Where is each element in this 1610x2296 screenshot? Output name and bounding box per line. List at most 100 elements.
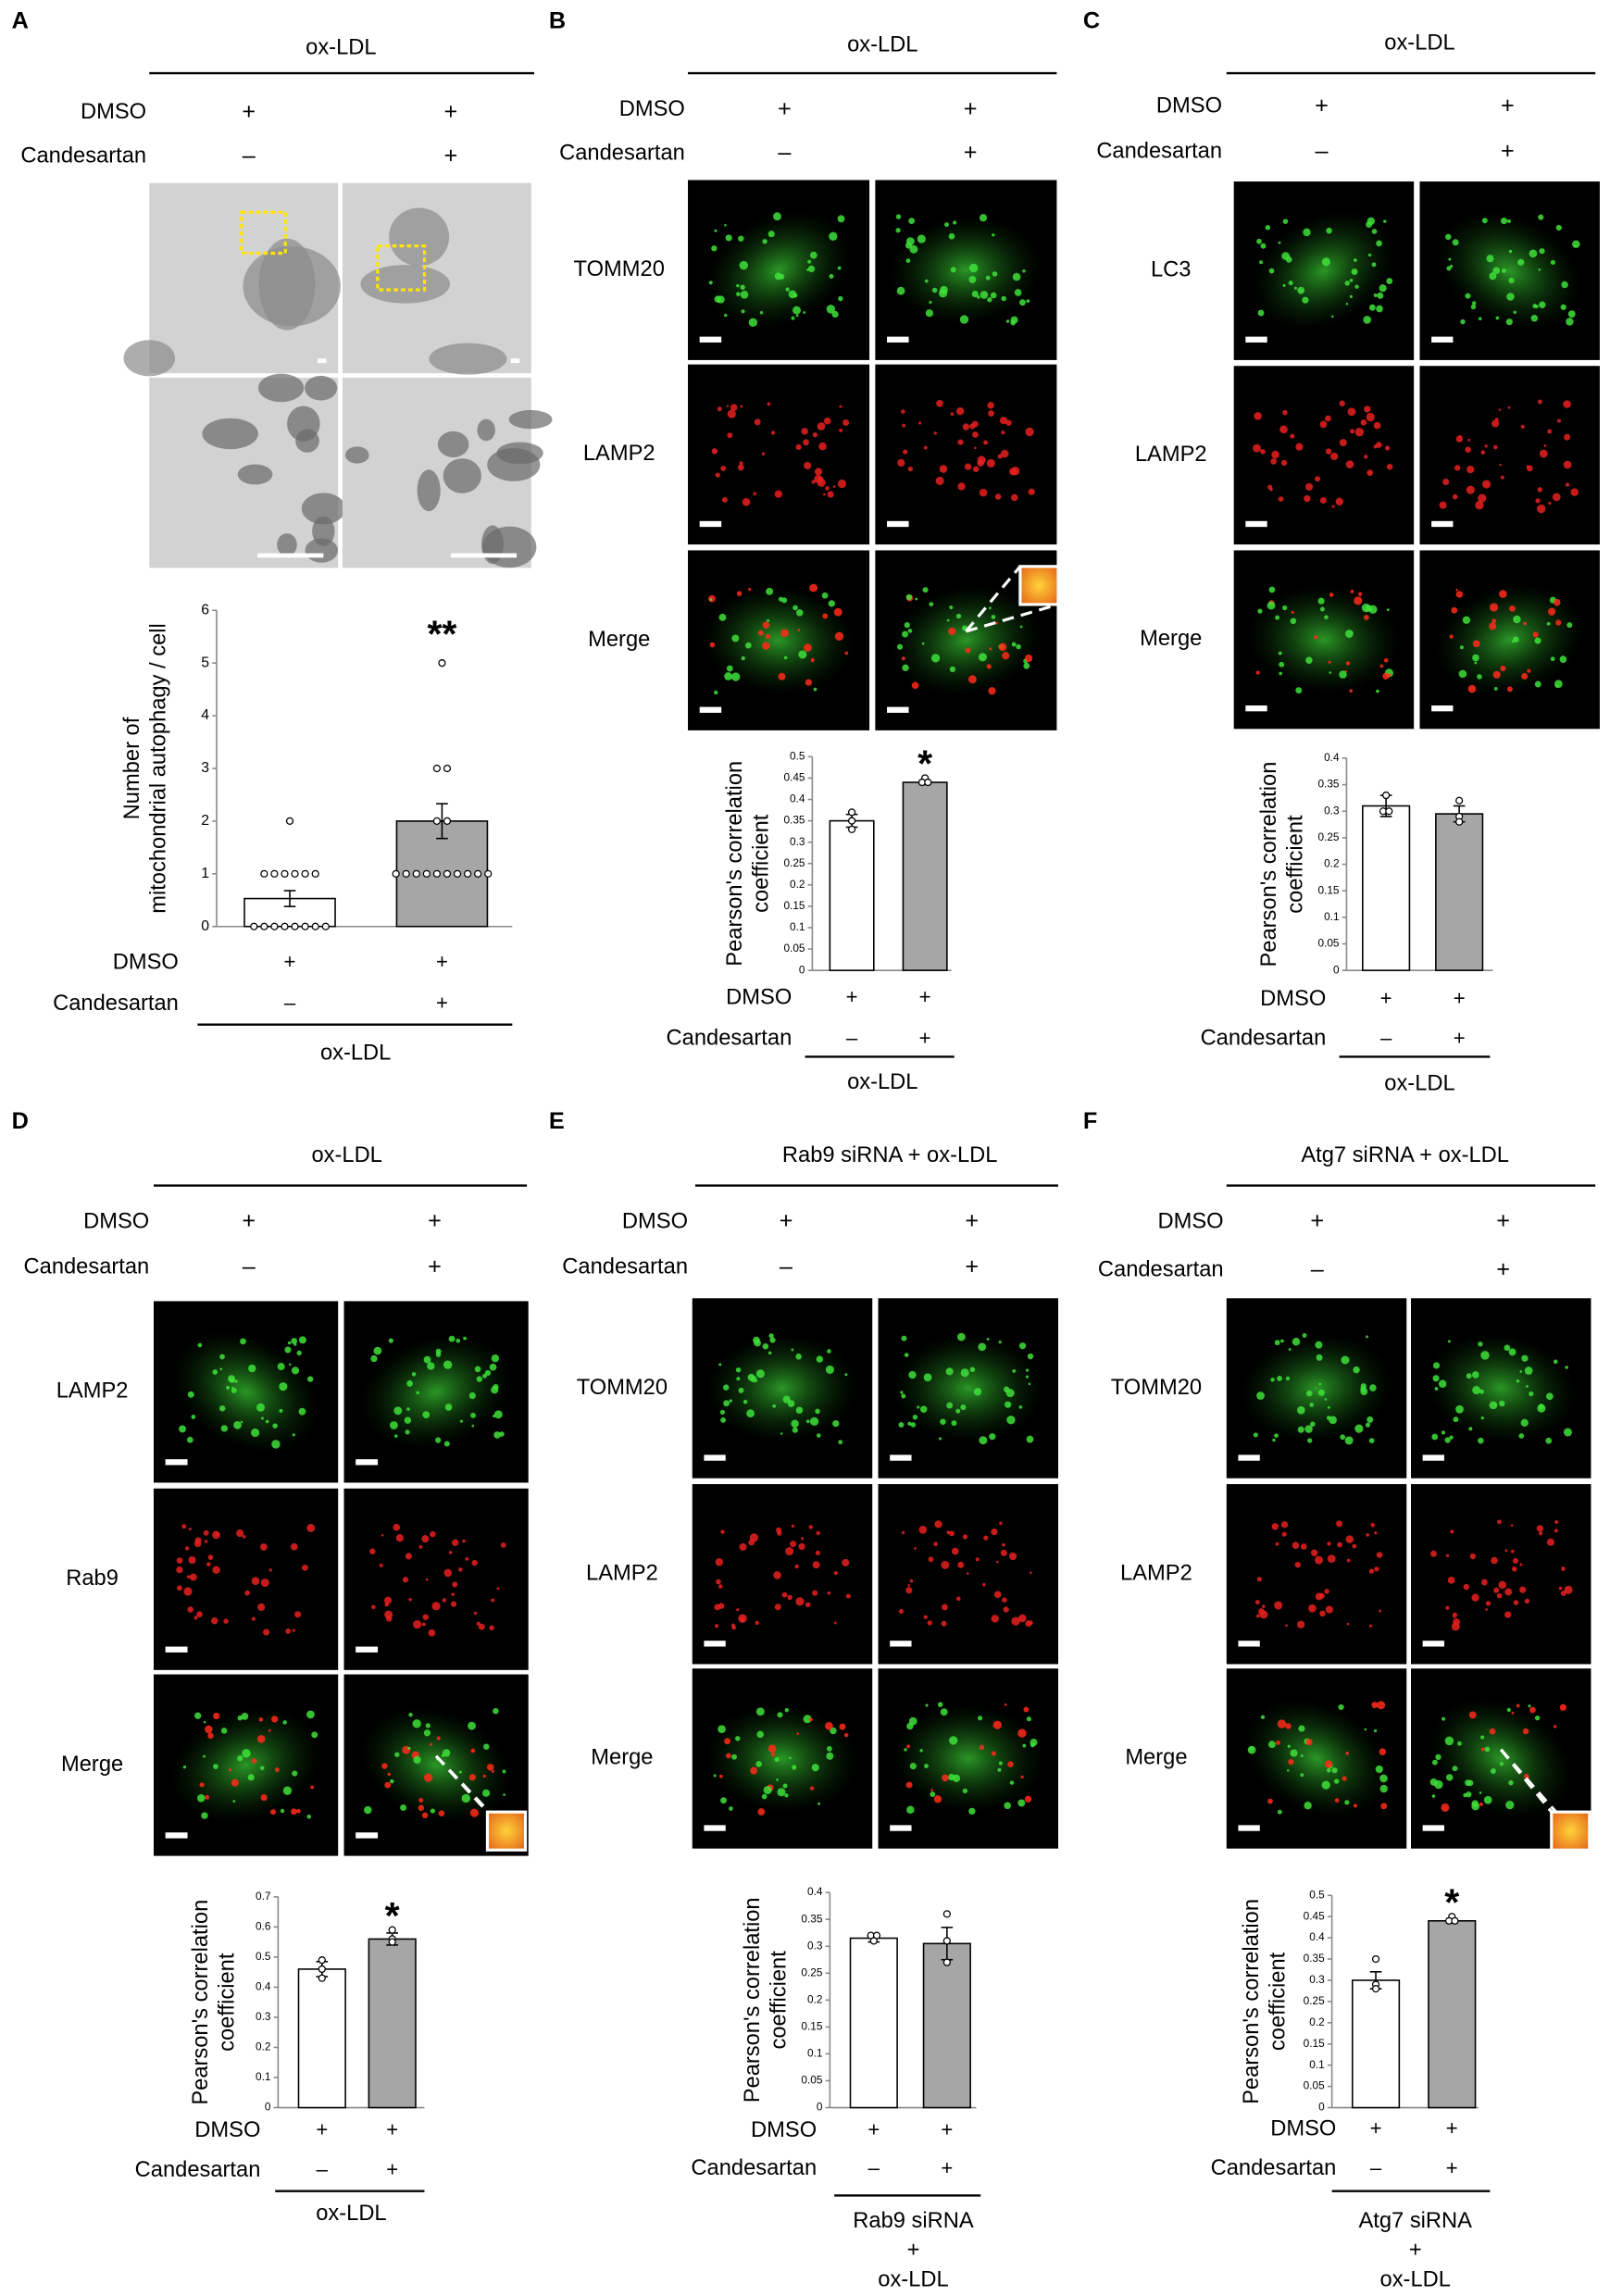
signal [448, 1335, 456, 1342]
y-tick-label: 0.05 [1304, 2079, 1325, 2092]
signal [720, 1416, 727, 1423]
signal [1465, 1779, 1471, 1787]
signal [1028, 488, 1035, 495]
signal [1472, 1386, 1481, 1395]
signal [1368, 1568, 1375, 1574]
data-point [1371, 1954, 1380, 1964]
em-structure [360, 265, 451, 304]
signal [945, 1367, 954, 1376]
signal [468, 1391, 476, 1400]
signal [1300, 1773, 1304, 1778]
significance: * [385, 1894, 400, 1937]
signal [233, 1420, 242, 1429]
signal [1019, 625, 1023, 629]
signal [1468, 1711, 1477, 1719]
signal [801, 1537, 805, 1541]
signal [973, 446, 977, 450]
signal [1452, 1612, 1458, 1617]
signal [1373, 444, 1378, 449]
signal [379, 1563, 383, 1567]
treatment-sign: + [780, 1208, 793, 1234]
inset [485, 1810, 528, 1852]
signal [1467, 684, 1477, 693]
signal [1567, 310, 1576, 318]
signal [791, 316, 795, 320]
group-label: ox-LDL [1384, 1072, 1454, 1096]
signal [708, 594, 716, 603]
data-point [321, 922, 330, 930]
signal [194, 1712, 202, 1719]
signal [1018, 1405, 1023, 1409]
signal [973, 1388, 982, 1396]
signal [718, 1603, 725, 1609]
signal [240, 1338, 246, 1345]
signal [1347, 407, 1356, 417]
signal [274, 1767, 280, 1773]
signal [1011, 1616, 1020, 1626]
signal [390, 1778, 394, 1784]
data-point [388, 1938, 396, 1946]
signal [1376, 240, 1382, 247]
signal [1012, 1369, 1017, 1373]
signal [1506, 293, 1515, 301]
signal [995, 621, 999, 625]
signal [1493, 687, 1498, 691]
signal [907, 1584, 911, 1587]
signal [1256, 1577, 1262, 1582]
signal [425, 1578, 429, 1581]
y-tick-label: 0.4 [1309, 1930, 1325, 1943]
signal [1247, 1745, 1256, 1754]
signal [978, 1342, 987, 1352]
x-tick-label: + [1454, 1026, 1466, 1049]
signal [277, 1363, 285, 1371]
signal [713, 1774, 717, 1778]
signal [715, 1624, 719, 1628]
signal [1472, 654, 1479, 662]
signal [1305, 1739, 1313, 1746]
signal [306, 1710, 315, 1719]
signal [489, 1363, 497, 1371]
em-structure [123, 340, 176, 377]
signal [1534, 1715, 1541, 1721]
signal [1498, 1580, 1507, 1590]
scale-bar [1238, 1454, 1260, 1461]
signal [1382, 672, 1390, 680]
signal [1305, 1390, 1313, 1397]
signal [720, 1529, 725, 1534]
x-tick-label: + [284, 950, 296, 973]
signal [373, 1346, 382, 1355]
signal [1523, 621, 1527, 626]
signal [298, 1336, 306, 1344]
signal [1309, 1403, 1315, 1407]
data-point [432, 817, 442, 826]
cell-body [1435, 583, 1584, 696]
signal [1308, 1603, 1317, 1613]
y-tick-label: 0.2 [1324, 857, 1339, 870]
signal [968, 276, 977, 283]
y-tick-label: 0.45 [1304, 1909, 1325, 1922]
cell-body [361, 1707, 512, 1824]
signal [1325, 415, 1331, 422]
image-row-label: Merge [591, 1746, 653, 1770]
x-row-label: Candesartan [667, 1027, 793, 1051]
em-structure [243, 246, 342, 327]
signal [791, 1348, 794, 1352]
signal [1256, 1391, 1265, 1400]
inset [1550, 1810, 1591, 1852]
signal [1552, 493, 1561, 502]
signal [1354, 596, 1363, 605]
signal [1554, 1519, 1559, 1525]
signal [468, 1774, 477, 1781]
treatment-label: DMSO [81, 100, 146, 124]
signal [1003, 1606, 1009, 1613]
signal [242, 1749, 251, 1758]
signal [1336, 1520, 1343, 1528]
signal [236, 1529, 244, 1538]
signal [384, 1781, 392, 1789]
signal [757, 630, 764, 636]
signal [906, 1722, 914, 1730]
signal [1554, 1529, 1558, 1533]
signal [724, 672, 733, 680]
image-row-label: Merge [61, 1753, 123, 1777]
x-row-label: DMSO [194, 2118, 260, 2142]
